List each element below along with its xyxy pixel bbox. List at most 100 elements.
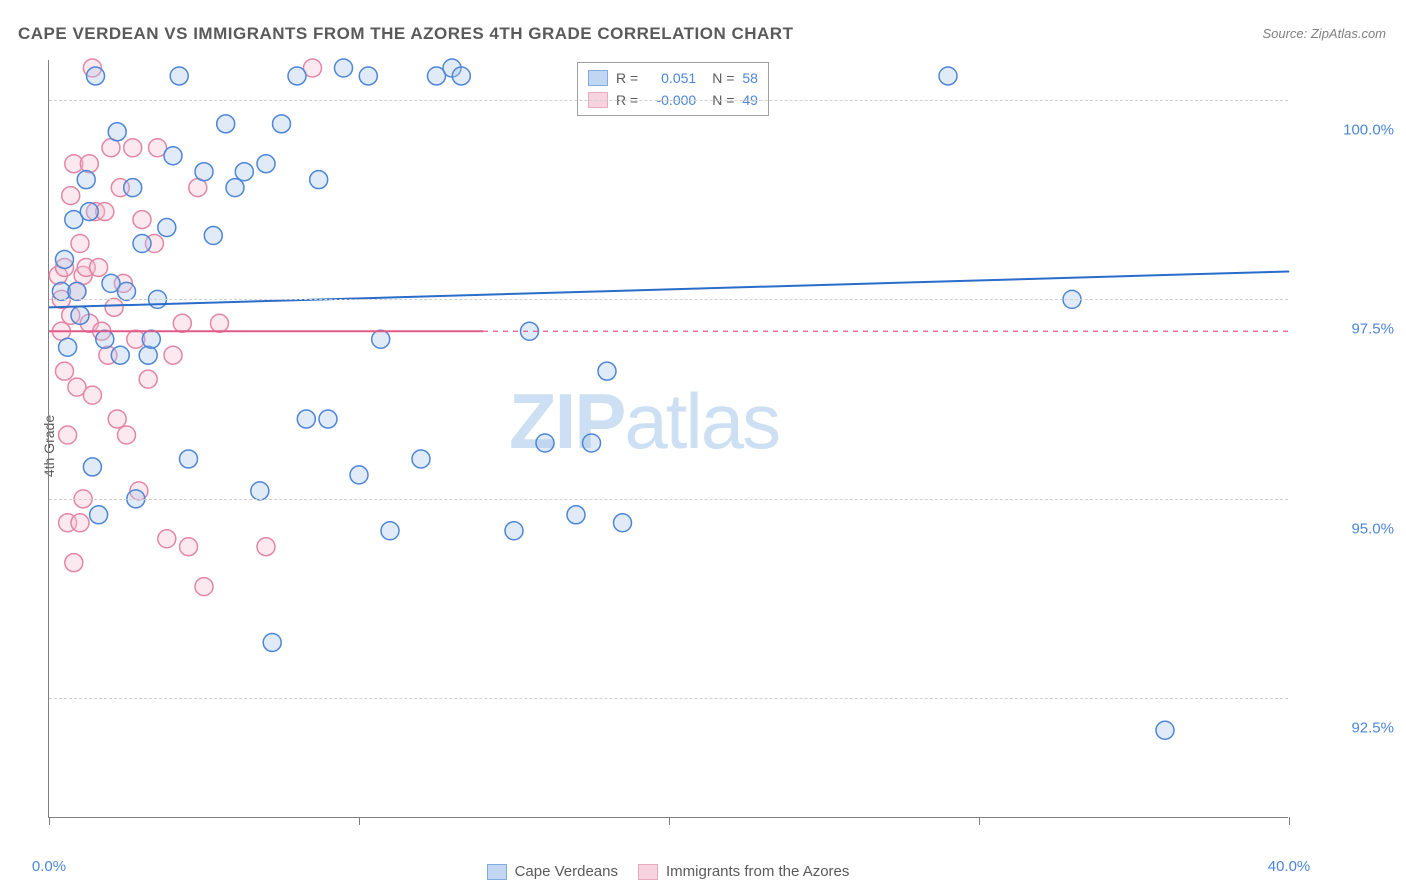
scatter-point <box>335 59 353 77</box>
scatter-point <box>273 115 291 133</box>
scatter-point <box>164 147 182 165</box>
scatter-point <box>118 426 136 444</box>
scatter-point <box>211 314 229 332</box>
scatter-point <box>56 250 74 268</box>
scatter-point <box>139 346 157 364</box>
scatter-point <box>56 362 74 380</box>
scatter-point <box>80 203 98 221</box>
scatter-point <box>257 155 275 173</box>
scatter-point <box>180 450 198 468</box>
chart-title: CAPE VERDEAN VS IMMIGRANTS FROM THE AZOR… <box>18 24 793 44</box>
scatter-point <box>133 235 151 253</box>
legend-label: Cape Verdeans <box>515 863 618 880</box>
scatter-point <box>83 458 101 476</box>
scatter-point <box>359 67 377 85</box>
x-tick <box>1289 817 1290 825</box>
scatter-point <box>381 522 399 540</box>
gridline-h <box>49 100 1288 101</box>
x-tick <box>979 817 980 825</box>
scatter-point <box>217 115 235 133</box>
scatter-point <box>319 410 337 428</box>
scatter-point <box>372 330 390 348</box>
scatter-point <box>105 298 123 316</box>
scatter-point <box>59 338 77 356</box>
scatter-point <box>288 67 306 85</box>
scatter-point <box>226 179 244 197</box>
scatter-point <box>350 466 368 484</box>
scatter-point <box>90 506 108 524</box>
scatter-point <box>124 179 142 197</box>
legend-stats: R =0.051N =58R =-0.000N =49 <box>577 62 769 116</box>
scatter-point <box>251 482 269 500</box>
scatter-point <box>173 314 191 332</box>
scatter-point <box>108 123 126 141</box>
legend-item: Immigrants from the Azores <box>638 863 849 880</box>
r-value: 0.051 <box>646 70 696 86</box>
scatter-point <box>139 370 157 388</box>
scatter-point <box>124 139 142 157</box>
legend-bottom: Cape Verdeans Immigrants from the Azores <box>48 863 1288 880</box>
scatter-point <box>96 330 114 348</box>
plot-area: ZIPatlas R =0.051N =58R =-0.000N =49 0.0… <box>48 60 1288 818</box>
scatter-point <box>59 426 77 444</box>
legend-swatch <box>487 864 507 880</box>
scatter-point <box>133 211 151 229</box>
scatter-point <box>77 171 95 189</box>
scatter-point <box>195 163 213 181</box>
legend-swatch <box>588 70 608 86</box>
scatter-point <box>1156 721 1174 739</box>
scatter-point <box>65 554 83 572</box>
legend-stats-row: R = 0.051 N = 58 <box>588 67 758 89</box>
scatter-point <box>68 282 86 300</box>
scatter-point <box>71 306 89 324</box>
scatter-point <box>118 282 136 300</box>
scatter-point <box>90 258 108 276</box>
scatter-point <box>71 235 89 253</box>
scatter-point <box>142 330 160 348</box>
x-tick <box>669 817 670 825</box>
scatter-point <box>257 538 275 556</box>
scatter-point <box>62 187 80 205</box>
scatter-point <box>87 67 105 85</box>
y-tick-label: 95.0% <box>1351 520 1394 537</box>
scatter-point <box>452 67 470 85</box>
scatter-point <box>195 578 213 596</box>
scatter-point <box>598 362 616 380</box>
scatter-point <box>297 410 315 428</box>
scatter-point <box>158 530 176 548</box>
y-tick-label: 97.5% <box>1351 321 1394 338</box>
scatter-point <box>583 434 601 452</box>
scatter-point <box>567 506 585 524</box>
scatter-point <box>614 514 632 532</box>
scatter-point <box>111 346 129 364</box>
chart-svg <box>49 60 1289 818</box>
n-value: 58 <box>742 70 758 86</box>
scatter-point <box>71 514 89 532</box>
legend-swatch <box>638 864 658 880</box>
scatter-point <box>263 633 281 651</box>
scatter-point <box>505 522 523 540</box>
gridline-h <box>49 698 1288 699</box>
scatter-point <box>164 346 182 364</box>
scatter-point <box>108 410 126 428</box>
scatter-point <box>180 538 198 556</box>
scatter-point <box>158 219 176 237</box>
source-label: Source: ZipAtlas.com <box>1262 26 1386 41</box>
n-label: N = <box>712 70 734 86</box>
scatter-point <box>83 386 101 404</box>
scatter-point <box>204 227 222 245</box>
trend-line <box>49 271 1289 307</box>
y-tick-label: 100.0% <box>1343 121 1394 138</box>
legend-label: Immigrants from the Azores <box>666 863 849 880</box>
scatter-point <box>235 163 253 181</box>
gridline-h <box>49 499 1288 500</box>
legend-item: Cape Verdeans <box>487 863 618 880</box>
scatter-point <box>80 155 98 173</box>
y-tick-label: 92.5% <box>1351 720 1394 737</box>
scatter-point <box>310 171 328 189</box>
gridline-h <box>49 299 1288 300</box>
r-label: R = <box>616 70 638 86</box>
scatter-point <box>536 434 554 452</box>
x-tick <box>49 817 50 825</box>
x-tick <box>359 817 360 825</box>
